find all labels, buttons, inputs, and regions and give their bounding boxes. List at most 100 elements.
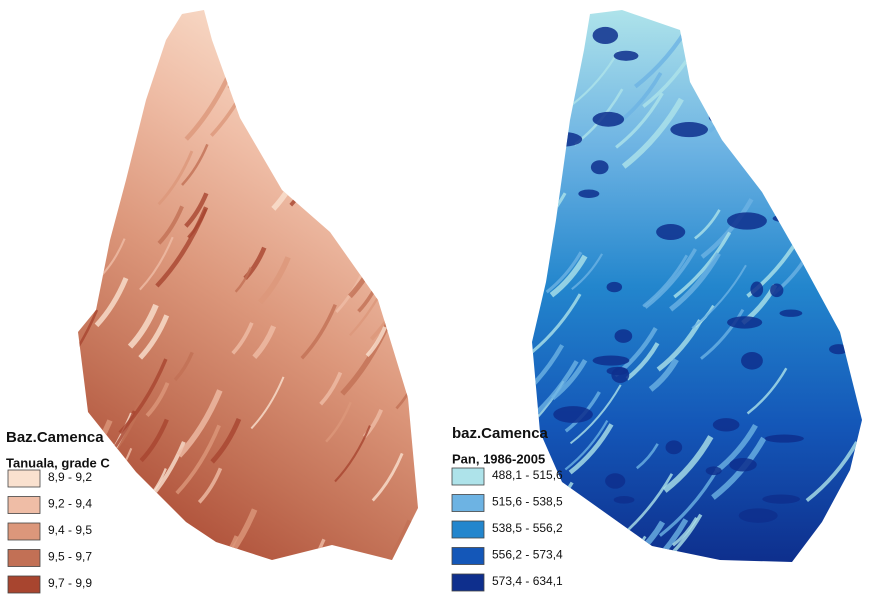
terrain-line: [520, 183, 549, 216]
terrain-patch: [593, 355, 630, 365]
terrain-patch: [614, 496, 635, 504]
terrain-patch: [615, 329, 633, 343]
terrain-line: [760, 137, 787, 169]
terrain-line: [624, 536, 646, 561]
terrain-line: [710, 102, 735, 131]
legend-title: baz.Camenca: [452, 425, 549, 442]
terrain-line: [796, 550, 819, 577]
terrain-line: [237, 48, 268, 98]
legend-swatch: [8, 470, 40, 487]
terrain-patch: [713, 418, 740, 431]
terrain-patch: [584, 507, 600, 514]
terrain-patch: [750, 282, 763, 298]
terrain-patch: [670, 122, 708, 137]
terrain-line: [91, 96, 119, 141]
terrain-line: [359, 206, 383, 244]
legend-label: 515,6 - 538,5: [492, 495, 563, 509]
legend-label: 9,2 - 9,4: [48, 497, 92, 511]
legend-label: 9,5 - 9,7: [48, 550, 92, 564]
terrain-line: [728, 64, 750, 90]
terrain-patch: [709, 111, 726, 122]
legend-label: 8,9 - 9,2: [48, 470, 92, 484]
terrain-patch: [802, 128, 815, 143]
terrain-line: [690, 31, 715, 60]
legend-swatch: [8, 497, 40, 514]
legend: baz.Camenca Pan, 1986-2005 488,1 - 515,6…: [452, 425, 563, 591]
terrain-patch: [607, 282, 622, 292]
terrain-line: [816, 164, 848, 201]
terrain-patch: [593, 27, 619, 44]
terrain-line: [107, 20, 144, 79]
legend-subtitle: Pan, 1986-2005: [452, 451, 545, 466]
terrain-patch: [593, 112, 625, 127]
terrain-line: [96, 57, 118, 91]
terrain-patch: [656, 224, 685, 240]
terrain-patch: [770, 284, 783, 298]
terrain-line: [247, 33, 273, 75]
terrain-patch: [820, 73, 848, 83]
terrain-patch: [706, 466, 722, 475]
terrain-patch: [607, 367, 628, 375]
terrain-line: [500, 231, 551, 291]
legend-label: 9,7 - 9,9: [48, 576, 92, 590]
terrain-line: [516, 37, 542, 68]
legend-subtitle: Tanuala, grade C: [6, 455, 110, 470]
terrain-line: [497, 209, 548, 268]
basin-shape: [78, 10, 418, 560]
legend-swatch: [452, 574, 484, 591]
terrain-line: [228, 48, 253, 88]
terrain-line: [803, 553, 835, 591]
terrain-patch: [727, 212, 767, 229]
terrain-patch: [614, 51, 639, 61]
terrain-line: [800, 196, 841, 244]
temperature-map: [53, 10, 418, 597]
terrain-patch: [829, 344, 848, 354]
terrain-patch: [553, 406, 593, 423]
terrain-line: [811, 126, 831, 149]
terrain-patch: [765, 435, 804, 443]
terrain-patch: [773, 214, 807, 223]
terrain-line: [375, 195, 405, 244]
maps-figure: Baz.Camenca Tanuala, grade C 8,9 - 9,2 9,…: [0, 0, 870, 597]
legend-swatch: [452, 495, 484, 512]
terrain-line: [311, 91, 335, 130]
legend-swatch: [452, 548, 484, 565]
legend-label: 9,4 - 9,5: [48, 523, 92, 537]
terrain-patch: [782, 149, 820, 166]
terrain-patch: [543, 132, 582, 147]
terrain-patch: [591, 160, 609, 174]
terrain-line: [57, 214, 93, 271]
terrain-patch: [605, 473, 625, 488]
terrain-line: [511, 178, 543, 215]
legend-swatch: [452, 521, 484, 538]
terrain-patch: [729, 458, 756, 471]
terrain-line: [766, 42, 807, 90]
terrain-line: [506, 251, 543, 294]
terrain-line: [100, 47, 148, 124]
legend-label: 556,2 - 573,4: [492, 548, 563, 562]
terrain-patch: [791, 32, 819, 41]
terrain-line: [491, 178, 549, 245]
legend-swatch: [452, 468, 484, 485]
terrain-line: [291, 172, 312, 206]
terrain-patch: [739, 508, 778, 523]
legend-label: 538,5 - 556,2: [492, 521, 563, 535]
terrain-line: [575, 542, 635, 597]
legend: Baz.Camenca Tanuala, grade C 8,9 - 9,2 9,…: [6, 429, 110, 593]
terrain-line: [744, 87, 796, 148]
terrain-line: [231, 39, 260, 85]
terrain-patch: [777, 192, 810, 206]
legend-label: 573,4 - 634,1: [492, 574, 563, 588]
terrain-patch: [578, 190, 599, 198]
legend-swatch: [8, 576, 40, 593]
terrain-patch: [727, 316, 762, 328]
terrain-patch: [666, 440, 683, 454]
terrain-patch: [779, 309, 802, 316]
legend-title: Baz.Camenca: [6, 429, 104, 446]
precipitation-map: [491, 10, 862, 597]
legend-swatch: [8, 523, 40, 540]
terrain-patch: [746, 83, 780, 94]
legend-swatch: [8, 550, 40, 567]
terrain-patch: [761, 182, 795, 191]
terrain-patch: [741, 352, 763, 370]
